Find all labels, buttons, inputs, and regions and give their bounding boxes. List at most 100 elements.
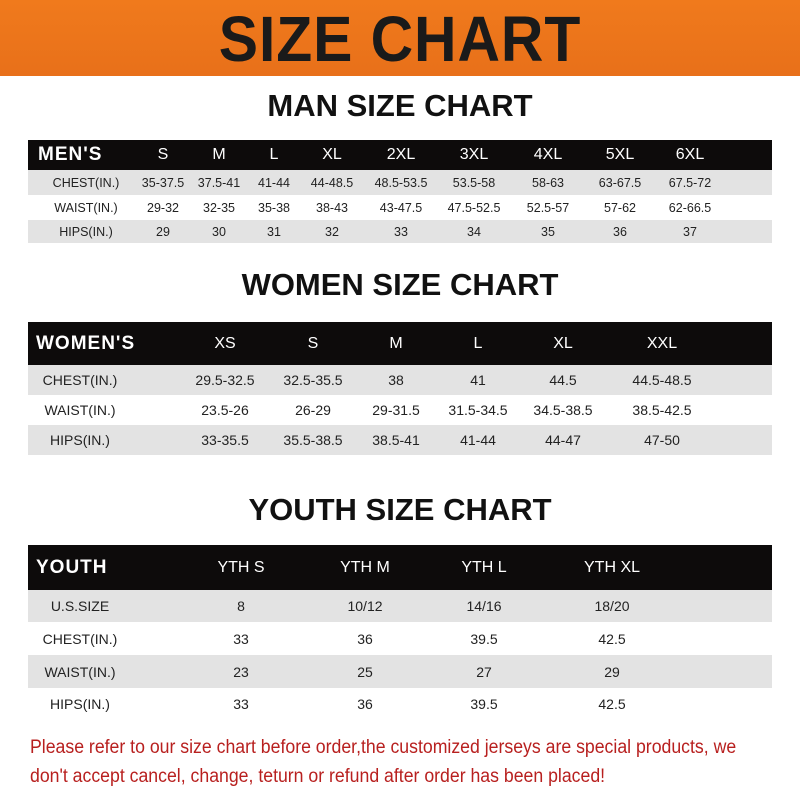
measure-value: 29-32	[147, 200, 179, 215]
size-header: 2XL	[386, 146, 416, 163]
size-header: YTH S	[217, 558, 265, 576]
table-heading: YOUTH SIZE CHART	[248, 492, 552, 527]
measure-label: HIPS(IN.)	[50, 696, 110, 712]
measure-value: 23	[233, 663, 249, 680]
measure-value: 44.5-48.5	[632, 372, 692, 388]
size-header: XL	[553, 334, 573, 352]
measure-value: 25	[357, 663, 373, 680]
measure-value: 35-37.5	[141, 175, 185, 190]
measure-value: 42.5	[598, 630, 626, 647]
size-header: L	[473, 334, 483, 352]
measure-value: 35-38	[258, 200, 290, 215]
table-row: WAIST(IN.) 23 25 27 29	[28, 655, 772, 688]
size-header: M	[389, 334, 403, 352]
size-header: YTH M	[340, 558, 390, 576]
measure-value: 33	[394, 224, 408, 239]
size-header: 6XL	[675, 146, 705, 163]
table-row: HIPS(IN.) 29 30 31 32 33 34 35 36 37	[28, 220, 772, 243]
size-header: XL	[322, 146, 342, 163]
measure-value: 62-66.5	[668, 200, 712, 215]
measure-value: 41	[470, 372, 486, 388]
measure-value: 37	[683, 224, 697, 239]
measure-value: 33	[233, 630, 249, 647]
measure-value: 29.5-32.5	[195, 372, 255, 388]
table-title-cell: MEN'S	[38, 144, 103, 165]
measure-value: 39.5	[470, 696, 498, 712]
measure-value: 57-62	[604, 200, 636, 215]
table-row: HIPS(IN.) 33 36 39.5 42.5	[28, 688, 772, 720]
table-row: CHEST(IN.) 35-37.5 37.5-41 41-44 44-48.5 48.5…	[28, 170, 772, 195]
measure-label: CHEST(IN.)	[52, 175, 120, 190]
size-header: 3XL	[459, 146, 489, 163]
measure-value: 63-67.5	[598, 175, 642, 190]
table-header-row: YOUTH YTH S YTH M YTH L YTH XL	[28, 545, 772, 590]
measure-value: 26-29	[295, 402, 331, 418]
table-row: CHEST(IN.) 33 36 39.5 42.5	[28, 622, 772, 655]
measure-value: 36	[357, 696, 373, 712]
measure-value: 29	[156, 224, 170, 239]
page-title: SIZE CHART	[218, 3, 582, 75]
table-row: HIPS(IN.) 33-35.5 35.5-38.5 38.5-41 41-44 44-…	[28, 425, 772, 455]
measure-value: 38-43	[316, 200, 348, 215]
size-header: XS	[214, 334, 236, 352]
measure-value: 23.5-26	[201, 402, 249, 418]
measure-label: U.S.SIZE	[50, 598, 110, 614]
size-header: M	[212, 146, 226, 163]
measure-value: 36	[357, 630, 373, 647]
measure-value: 14/16	[466, 598, 502, 614]
measure-label: CHEST(IN.)	[42, 630, 118, 647]
measure-value: 41-44	[258, 175, 290, 190]
size-header: YTH XL	[583, 558, 641, 576]
measure-value: 58-63	[532, 175, 564, 190]
measure-value: 47-50	[644, 432, 680, 448]
measure-label: CHEST(IN.)	[42, 372, 118, 388]
measure-value: 43-47.5	[379, 200, 423, 215]
table-title-cell: YOUTH	[36, 556, 108, 578]
size-header: L	[269, 146, 279, 163]
measure-value: 38.5-42.5	[632, 402, 692, 418]
size-header: S	[307, 334, 319, 352]
table-heading: MAN SIZE CHART	[267, 88, 533, 123]
measure-value: 35.5-38.5	[283, 432, 343, 448]
measure-value: 31	[267, 224, 281, 239]
measure-value: 32	[325, 224, 339, 239]
measure-value: 35	[541, 224, 555, 239]
measure-label: HIPS(IN.)	[50, 432, 110, 448]
measure-value: 27	[476, 663, 492, 680]
measure-label: HIPS(IN.)	[59, 224, 113, 239]
table-row: U.S.SIZE 8 10/12 14/16 18/20	[28, 590, 772, 622]
measure-value: 34.5-38.5	[533, 402, 593, 418]
measure-value: 18/20	[594, 598, 630, 614]
table-title-cell: WOMEN'S	[36, 332, 136, 354]
title-banner: SIZE CHART	[0, 0, 800, 76]
measure-value: 41-44	[460, 432, 496, 448]
measure-value: 36	[613, 224, 627, 239]
measure-value: 33	[233, 696, 249, 712]
table-heading: WOMEN SIZE CHART	[241, 267, 559, 302]
measure-value: 30	[212, 224, 226, 239]
table-header-row: WOMEN'S XS S M L XL XXL	[28, 322, 772, 365]
measure-value: 47.5-52.5	[447, 200, 501, 215]
table-header-row: MEN'S S M L XL 2XL 3XL 4XL 5XL 6XL	[28, 140, 772, 170]
size-header: 5XL	[605, 146, 635, 163]
measure-value: 52.5-57	[526, 200, 570, 215]
table-row: WAIST(IN.) 29-32 32-35 35-38 38-43 43-47.5 47.…	[28, 195, 772, 220]
measure-label: WAIST(IN.)	[44, 663, 116, 680]
measure-value: 38	[388, 372, 404, 388]
measure-value: 32.5-35.5	[283, 372, 343, 388]
measure-value: 37.5-41	[197, 175, 241, 190]
measure-label: WAIST(IN.)	[44, 402, 116, 418]
measure-value: 29	[604, 663, 620, 680]
measure-value: 8	[237, 598, 245, 614]
measure-value: 44.5	[549, 372, 577, 388]
measure-value: 44-47	[545, 432, 581, 448]
measure-value: 39.5	[470, 630, 498, 647]
measure-value: 31.5-34.5	[448, 402, 508, 418]
measure-value: 48.5-53.5	[374, 175, 428, 190]
measure-value: 33-35.5	[201, 432, 249, 448]
measure-value: 42.5	[598, 696, 626, 712]
measure-value: 29-31.5	[372, 402, 420, 418]
size-header: YTH L	[461, 558, 507, 576]
measure-value: 44-48.5	[310, 175, 354, 190]
measure-value: 32-35	[203, 200, 235, 215]
